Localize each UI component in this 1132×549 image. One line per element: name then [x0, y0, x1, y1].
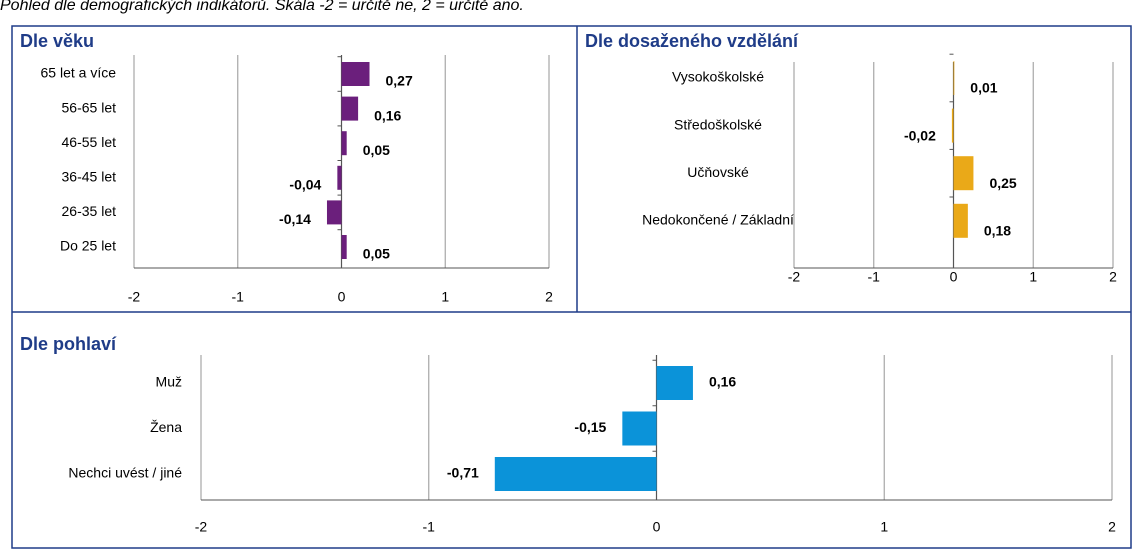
- value-label: -0,02: [904, 127, 936, 143]
- y-tick-label: Žena: [150, 419, 182, 435]
- x-tick-label: -1: [423, 519, 436, 535]
- bar: [656, 366, 693, 400]
- x-tick-label: 1: [1029, 269, 1037, 285]
- value-label: 0,16: [374, 107, 401, 123]
- chart-title: Dle pohlaví: [20, 334, 117, 354]
- outer-border: [11, 25, 1132, 549]
- x-tick-label: -2: [128, 289, 141, 305]
- bar: [953, 61, 955, 95]
- x-tick-label: 2: [545, 289, 553, 305]
- y-tick-label: Učňovské: [687, 164, 749, 180]
- bar: [951, 108, 954, 143]
- value-label: 0,27: [386, 73, 413, 89]
- value-label: 0,18: [984, 223, 1011, 239]
- caption: Pohled dle demografických indikátorů. Šk…: [0, 0, 524, 14]
- x-tick-label: -1: [868, 269, 881, 285]
- x-tick-label: -2: [195, 519, 208, 535]
- x-tick-label: 1: [880, 519, 888, 535]
- bar: [341, 131, 347, 156]
- y-tick-label: 46-55 let: [62, 134, 117, 150]
- value-label: 0,05: [363, 142, 390, 158]
- panel-borders: [11, 25, 1132, 549]
- value-label: 0,25: [989, 175, 1016, 191]
- value-label: 0,01: [970, 80, 997, 96]
- bar: [326, 200, 342, 225]
- bar: [341, 96, 359, 121]
- y-tick-label: Do 25 let: [60, 238, 116, 254]
- x-tick-label: 1: [441, 289, 449, 305]
- value-label: -0,15: [574, 419, 606, 435]
- y-tick-label: 65 let a více: [41, 65, 117, 81]
- bar: [622, 411, 657, 446]
- value-label: 0,05: [363, 246, 390, 262]
- y-tick-label: Nechci uvést / jiné: [68, 465, 182, 481]
- y-tick-label: Středoškolské: [674, 116, 762, 132]
- y-tick-label: Muž: [156, 374, 182, 390]
- x-tick-label: 2: [1109, 269, 1117, 285]
- value-label: -0,14: [279, 211, 311, 227]
- x-tick-label: -1: [232, 289, 245, 305]
- x-tick-label: 0: [653, 519, 661, 535]
- bar: [953, 156, 974, 191]
- value-label: 0,16: [709, 374, 736, 390]
- x-tick-label: 0: [338, 289, 346, 305]
- bar: [337, 165, 342, 190]
- chart-title: Dle věku: [20, 31, 94, 51]
- value-label: -0,71: [447, 465, 479, 481]
- y-tick-label: Vysokoškolské: [672, 69, 764, 85]
- value-label: -0,04: [289, 177, 321, 193]
- bar: [494, 457, 657, 491]
- bar: [341, 235, 347, 259]
- y-tick-label: 26-35 let: [62, 203, 117, 219]
- y-tick-label: Nedokončené / Základní: [642, 212, 794, 228]
- bar: [341, 62, 370, 86]
- chart-title: Dle dosaženého vzdělání: [585, 31, 799, 51]
- x-tick-label: 0: [950, 269, 958, 285]
- x-tick-label: 2: [1108, 519, 1116, 535]
- y-tick-label: 56-65 let: [62, 99, 117, 115]
- x-tick-label: -2: [788, 269, 801, 285]
- y-tick-label: 36-45 let: [62, 169, 117, 185]
- bar: [953, 203, 968, 238]
